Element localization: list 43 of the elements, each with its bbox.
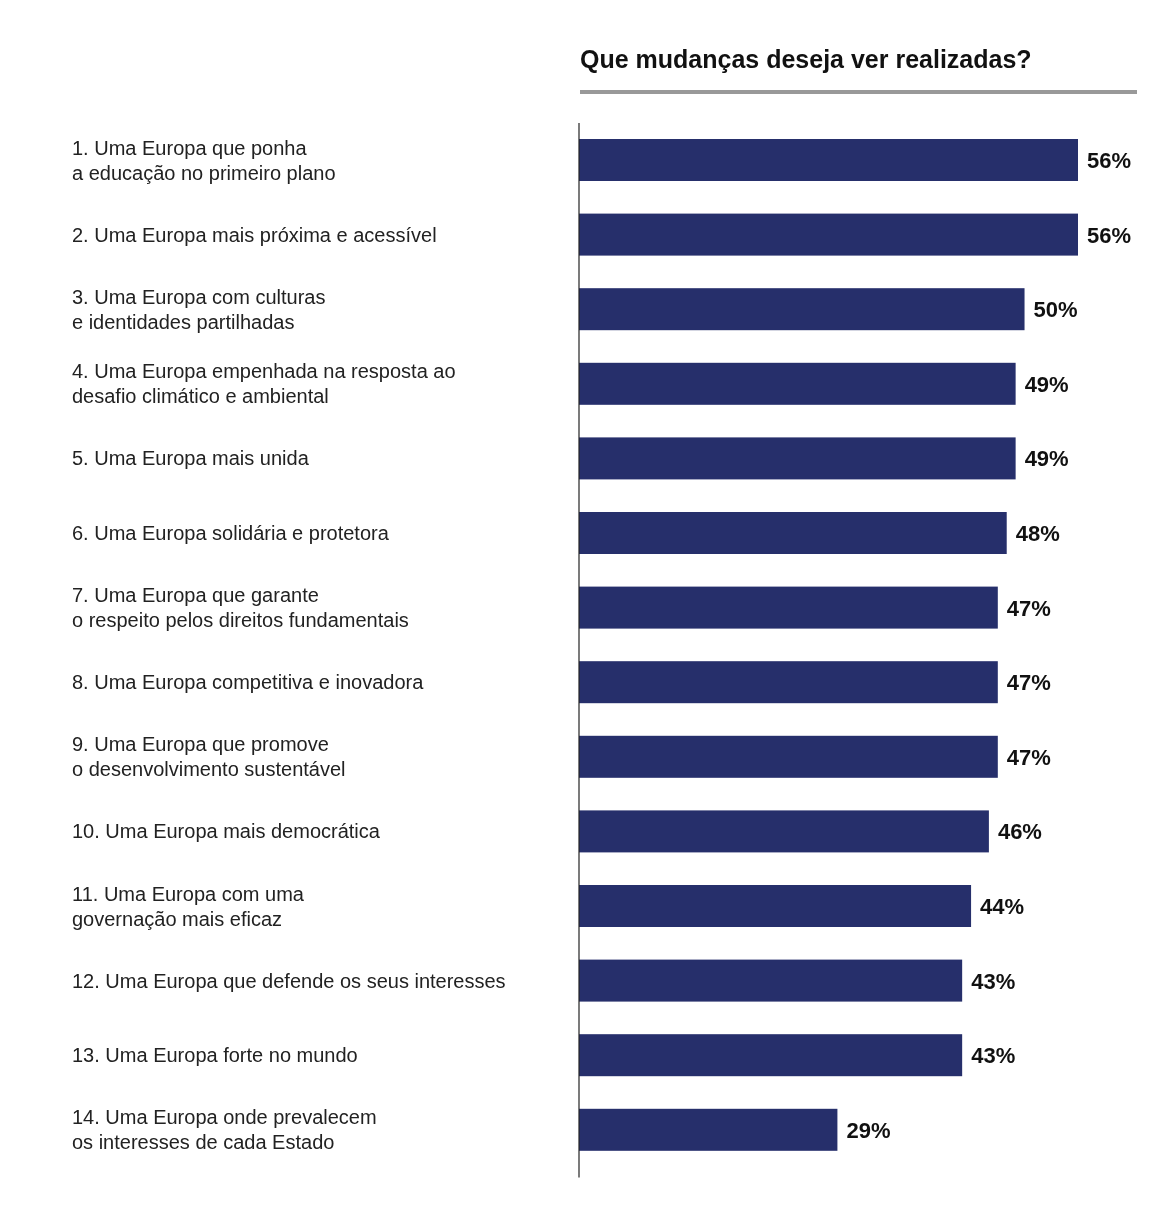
data-label: 56% — [1087, 148, 1132, 173]
data-label: 29% — [846, 1117, 891, 1143]
y-tick-label: 7. Uma Europa que garante o respeito pelos direitos fundamentais — [72, 584, 409, 632]
data-label: 47% — [1006, 670, 1051, 696]
data-label: 50% — [1033, 297, 1078, 323]
y-tick-label: 1. Uma Europa que ponha a educação no primeiro plano — [72, 136, 336, 184]
bar — [579, 810, 989, 853]
data-label: 49% — [1024, 446, 1069, 472]
data-label: 46% — [997, 819, 1042, 845]
bar — [579, 661, 998, 704]
bar — [579, 437, 1016, 480]
y-tick-label: 14. Uma Europa onde prevalecem os interesses de cada Estado — [72, 1106, 377, 1154]
bar — [579, 1034, 963, 1077]
y-tick-label: 8. Uma Europa competitiva e inovadora — [72, 671, 425, 694]
bar — [579, 288, 1025, 331]
y-tick-label: 11. Uma Europa com uma governação mais eficaz — [72, 882, 305, 930]
y-tick-label: 12. Uma Europa que defende os seus interesses — [72, 969, 506, 992]
data-label: 47% — [1006, 595, 1051, 621]
bar — [579, 735, 998, 778]
y-tick-label: 13. Uma Europa forte no mundo — [72, 1044, 358, 1067]
y-tick-label: 4. Uma Europa empenhada na resposta ao desafio climático e ambiental — [72, 360, 456, 408]
bar — [579, 885, 972, 927]
data-label: 44% — [980, 894, 1025, 919]
data-label: 49% — [1024, 371, 1069, 397]
data-label: 56% — [1087, 222, 1132, 248]
y-tick-label: 5. Uma Europa mais unida — [72, 447, 310, 470]
y-tick-label: 10. Uma Europa mais democrática — [72, 820, 381, 843]
bar — [579, 512, 1007, 554]
bar — [579, 959, 963, 1002]
chart-title: Que mudanças deseja ver realizadas? — [580, 45, 1032, 73]
y-tick-label: 2. Uma Europa mais próxima e acessível — [72, 223, 437, 246]
y-tick-label: 6. Uma Europa solidária e protetora — [72, 522, 390, 544]
bar — [579, 586, 998, 629]
bar — [579, 1108, 838, 1151]
data-label: 47% — [1006, 744, 1051, 770]
y-tick-label: 3. Uma Europa com culturas e identidades partilhadas — [72, 285, 326, 333]
bar — [579, 139, 1078, 181]
data-label: 48% — [1015, 521, 1060, 546]
y-tick-label: 9. Uma Europa que promove o desenvolvimento sustentável — [72, 733, 346, 781]
data-label: 43% — [971, 968, 1016, 994]
bar — [579, 213, 1078, 256]
bar — [579, 362, 1016, 405]
data-label: 43% — [971, 1043, 1016, 1069]
